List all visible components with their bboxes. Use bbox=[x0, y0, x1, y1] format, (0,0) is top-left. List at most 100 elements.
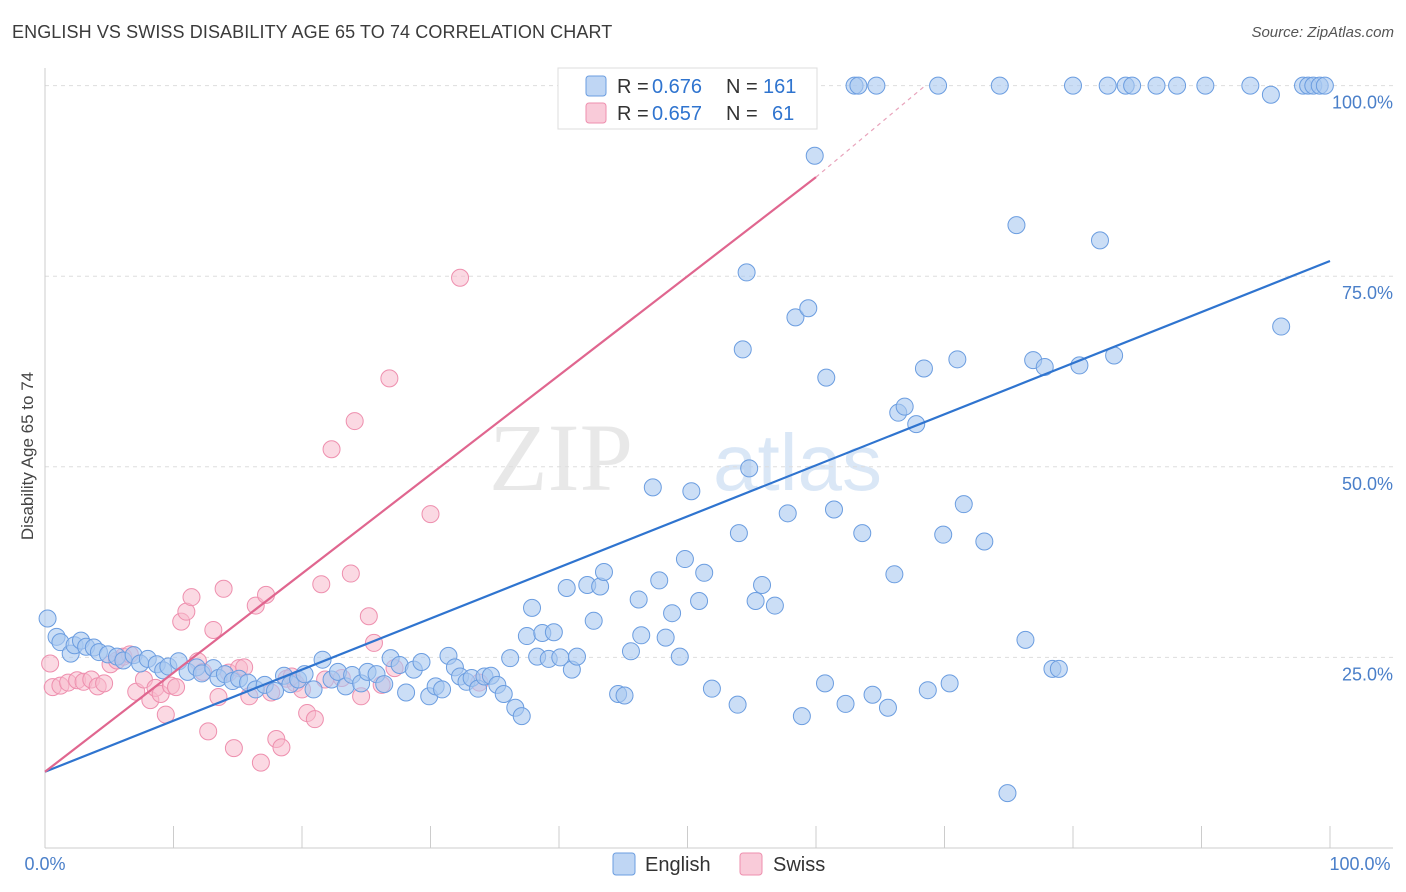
english-point bbox=[544, 623, 563, 642]
english-point bbox=[1098, 76, 1117, 95]
legend-swiss-r-label: R = bbox=[617, 103, 649, 125]
english-point bbox=[517, 627, 536, 646]
english-point bbox=[740, 459, 759, 478]
english-point bbox=[975, 532, 994, 551]
english-point bbox=[765, 596, 784, 615]
legend-swatch-swiss bbox=[585, 102, 607, 124]
x-tick-label-max: 100.0% bbox=[1329, 854, 1390, 874]
english-series bbox=[38, 76, 1334, 803]
gridlines bbox=[45, 85, 1393, 658]
english-point bbox=[805, 146, 824, 165]
english-point bbox=[1049, 659, 1068, 678]
english-point bbox=[1016, 630, 1035, 649]
legend-english-n-value: 161 bbox=[763, 76, 796, 98]
english-point bbox=[878, 698, 897, 717]
y-tick-labels: 25.0% 50.0% 75.0% 100.0% bbox=[1332, 93, 1393, 685]
english-point bbox=[786, 308, 805, 327]
english-point bbox=[397, 683, 416, 702]
bottom-legend-english: English bbox=[645, 854, 711, 876]
english-point bbox=[907, 415, 926, 434]
english-point bbox=[737, 263, 756, 282]
english-point bbox=[304, 680, 323, 699]
english-point bbox=[817, 368, 836, 387]
swiss-point bbox=[95, 674, 114, 693]
english-point bbox=[663, 604, 682, 623]
english-point bbox=[728, 695, 747, 714]
english-point bbox=[792, 707, 811, 726]
english-point bbox=[690, 591, 709, 610]
english-point bbox=[1090, 231, 1109, 250]
trend-lines bbox=[44, 85, 1331, 773]
english-point bbox=[621, 642, 640, 661]
english-point bbox=[998, 784, 1017, 803]
english-point bbox=[940, 674, 959, 693]
english-point bbox=[990, 76, 1009, 95]
legend-swiss-n-value: 61 bbox=[772, 103, 794, 125]
english-point bbox=[557, 579, 576, 598]
bottom-legend-swiss: Swiss bbox=[773, 854, 825, 876]
legend-english-r-label: R = bbox=[617, 76, 649, 98]
legend-english-n-label: N = bbox=[726, 76, 758, 98]
english-point bbox=[512, 707, 531, 726]
english-point bbox=[643, 478, 662, 497]
english-point bbox=[729, 524, 748, 543]
y-axis-label: Disability Age 65 to 74 bbox=[18, 372, 37, 540]
swiss-point bbox=[421, 505, 440, 524]
english-point bbox=[853, 524, 872, 543]
english-point bbox=[1147, 76, 1166, 95]
english-point bbox=[824, 500, 843, 519]
swiss-point bbox=[322, 440, 341, 459]
y-tick-label: 100.0% bbox=[1332, 93, 1393, 113]
swiss-point bbox=[341, 564, 360, 583]
english-trend-line bbox=[44, 259, 1331, 773]
english-point bbox=[629, 590, 648, 609]
swiss-trend-line bbox=[44, 176, 817, 773]
english-point bbox=[670, 647, 689, 666]
swiss-point bbox=[359, 607, 378, 626]
english-point bbox=[682, 482, 701, 501]
watermark-zip: ZIP bbox=[489, 404, 633, 511]
legend-stats: R = 0.676 N = 161 R = 0.657 N = 61 bbox=[557, 67, 818, 130]
english-point bbox=[584, 611, 603, 630]
swiss-point bbox=[224, 739, 243, 758]
english-point bbox=[733, 340, 752, 359]
bottom-legend-swatch-english bbox=[612, 852, 636, 876]
legend-english-r-value: 0.676 bbox=[652, 76, 702, 98]
english-point bbox=[954, 495, 973, 514]
y-tick-label: 75.0% bbox=[1342, 283, 1393, 303]
english-point bbox=[1007, 216, 1026, 235]
english-point bbox=[695, 563, 714, 582]
english-point bbox=[1196, 76, 1215, 95]
swiss-point bbox=[451, 268, 470, 287]
swiss-point bbox=[305, 710, 324, 729]
swiss-point bbox=[199, 722, 218, 741]
swiss-point bbox=[182, 588, 201, 607]
english-point bbox=[1064, 76, 1082, 95]
swiss-point bbox=[204, 620, 223, 639]
english-point bbox=[778, 504, 797, 523]
x-tick-label-min: 0.0% bbox=[24, 854, 65, 874]
english-point bbox=[501, 649, 520, 668]
english-point bbox=[1315, 76, 1334, 95]
source-label: Source: ZipAtlas.com bbox=[1251, 24, 1394, 41]
english-point bbox=[867, 76, 886, 95]
english-point bbox=[914, 359, 933, 378]
watermark-atlas: atlas bbox=[713, 418, 882, 507]
english-point bbox=[849, 76, 868, 95]
english-point bbox=[1123, 76, 1142, 95]
legend-swiss-r-value: 0.657 bbox=[652, 103, 702, 125]
english-point bbox=[650, 571, 669, 590]
english-point bbox=[918, 681, 937, 700]
english-point bbox=[433, 680, 452, 699]
english-point bbox=[266, 681, 285, 700]
english-point bbox=[863, 685, 882, 704]
english-point bbox=[1261, 85, 1280, 104]
english-point bbox=[934, 525, 953, 544]
english-point bbox=[567, 647, 586, 666]
swiss-point bbox=[214, 579, 233, 598]
english-point bbox=[702, 679, 721, 698]
english-point bbox=[632, 626, 651, 645]
english-point bbox=[375, 675, 394, 694]
english-point bbox=[885, 565, 904, 584]
